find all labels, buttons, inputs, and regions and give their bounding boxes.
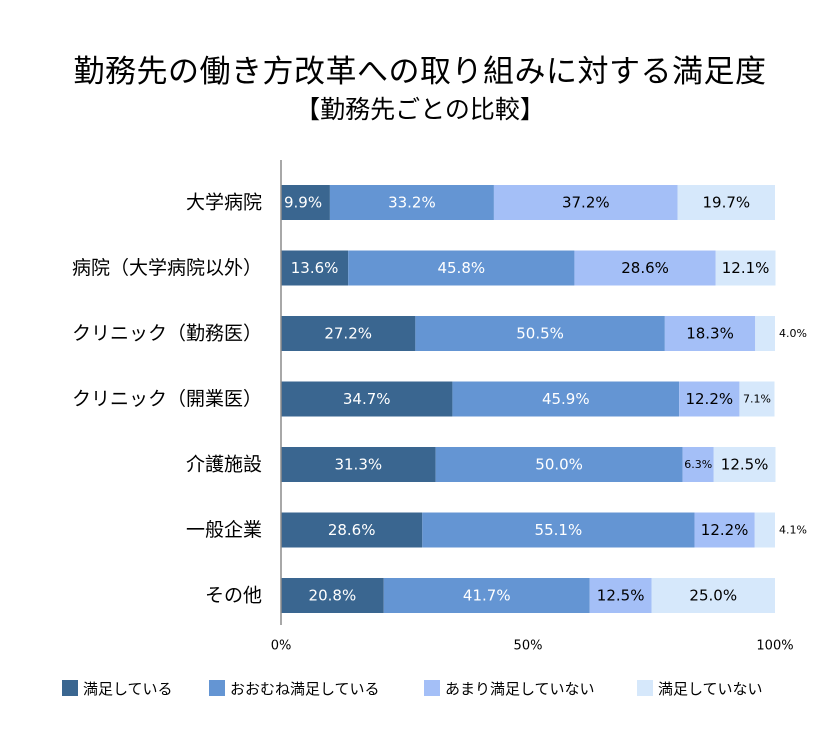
bar-segment — [281, 316, 416, 351]
legend-item: おおむね満足している — [209, 676, 380, 700]
legend-label: 満足していない — [658, 679, 763, 698]
bar-segment — [383, 578, 590, 613]
data-label: 41.7% — [463, 587, 511, 605]
legend-swatch — [62, 680, 78, 696]
bar-segment — [651, 578, 775, 613]
data-label: 28.6% — [328, 521, 376, 539]
category-label: クリニック（勤務医） — [72, 323, 262, 345]
x-tick-label: 100% — [756, 639, 793, 654]
bar-segment — [415, 316, 665, 351]
legend-label: 満足している — [83, 679, 173, 698]
bar-segment — [754, 512, 775, 548]
data-label: 12.5% — [597, 587, 645, 605]
bar-segment — [329, 185, 494, 220]
legend-item: 満足していない — [637, 676, 763, 700]
data-label: 9.9% — [284, 194, 322, 212]
data-label: 4.1% — [779, 524, 807, 537]
bar-segment — [348, 250, 575, 286]
legend-item: 満足している — [62, 676, 173, 700]
bar-segment — [677, 185, 775, 220]
data-label: 33.2% — [388, 194, 436, 212]
data-label: 50.0% — [535, 456, 583, 474]
chart-legend: 満足している おおむね満足している あまり満足していない 満足していない — [0, 676, 840, 700]
bar-segment — [422, 512, 695, 548]
category-label: その他 — [205, 585, 262, 607]
data-label: 25.0% — [689, 587, 737, 605]
bar-segment — [755, 316, 775, 351]
bar-segment — [589, 578, 652, 613]
bar-segment — [493, 185, 678, 220]
bar-segment — [682, 447, 714, 482]
data-label: 31.3% — [334, 456, 382, 474]
bar-segment — [452, 381, 680, 417]
data-label: 12.1% — [722, 259, 770, 277]
chart-title: 勤務先の働き方改革への取り組みに対する満足度 — [73, 54, 767, 90]
x-tick-label: 50% — [514, 639, 543, 654]
legend-label: あまり満足していない — [445, 679, 595, 698]
bar-segment — [694, 512, 755, 548]
data-label: 6.3% — [684, 458, 712, 471]
bar-segment — [281, 250, 349, 286]
bar-segment — [574, 250, 716, 286]
data-label: 28.6% — [621, 259, 669, 277]
data-label: 55.1% — [535, 521, 583, 539]
bar-segment — [739, 381, 775, 417]
bar-segment — [679, 381, 740, 417]
data-label: 34.7% — [343, 390, 391, 408]
data-label: 12.5% — [721, 456, 769, 474]
data-label: 12.2% — [701, 521, 749, 539]
data-label: 37.2% — [562, 194, 610, 212]
data-label: 50.5% — [516, 325, 564, 343]
bar-segment — [715, 250, 776, 286]
data-label: 19.7% — [703, 194, 751, 212]
bar-segment — [435, 447, 683, 482]
bar-segment — [281, 447, 436, 482]
data-label: 20.8% — [309, 587, 357, 605]
chart-subtitle: 【勤務先ごとの比較】 — [295, 95, 545, 124]
data-label: 12.2% — [685, 390, 733, 408]
bar-segment — [713, 447, 776, 482]
category-label: クリニック（開業医） — [72, 388, 262, 410]
legend-label: おおむね満足している — [230, 679, 380, 698]
data-label: 27.2% — [324, 325, 372, 343]
bar-segment — [281, 185, 330, 220]
bar-segment — [281, 578, 384, 613]
data-label: 7.1% — [743, 393, 771, 406]
category-label: 一般企業 — [186, 519, 262, 541]
legend-item: あまり満足していない — [424, 676, 595, 700]
category-label: 大学病院 — [186, 192, 262, 214]
data-label: 4.0% — [779, 327, 807, 340]
bar-segment — [281, 512, 423, 548]
data-label: 45.8% — [437, 259, 485, 277]
x-tick-label: 0% — [271, 639, 292, 654]
category-label: 病院（大学病院以外） — [72, 257, 262, 279]
legend-swatch — [424, 680, 440, 696]
category-label: 介護施設 — [186, 454, 262, 476]
legend-swatch — [637, 680, 653, 696]
data-label: 18.3% — [686, 325, 734, 343]
legend-swatch — [209, 680, 225, 696]
data-label: 45.9% — [542, 390, 590, 408]
data-label: 13.6% — [291, 259, 339, 277]
bar-segment — [664, 316, 756, 351]
bar-segment — [281, 381, 453, 417]
